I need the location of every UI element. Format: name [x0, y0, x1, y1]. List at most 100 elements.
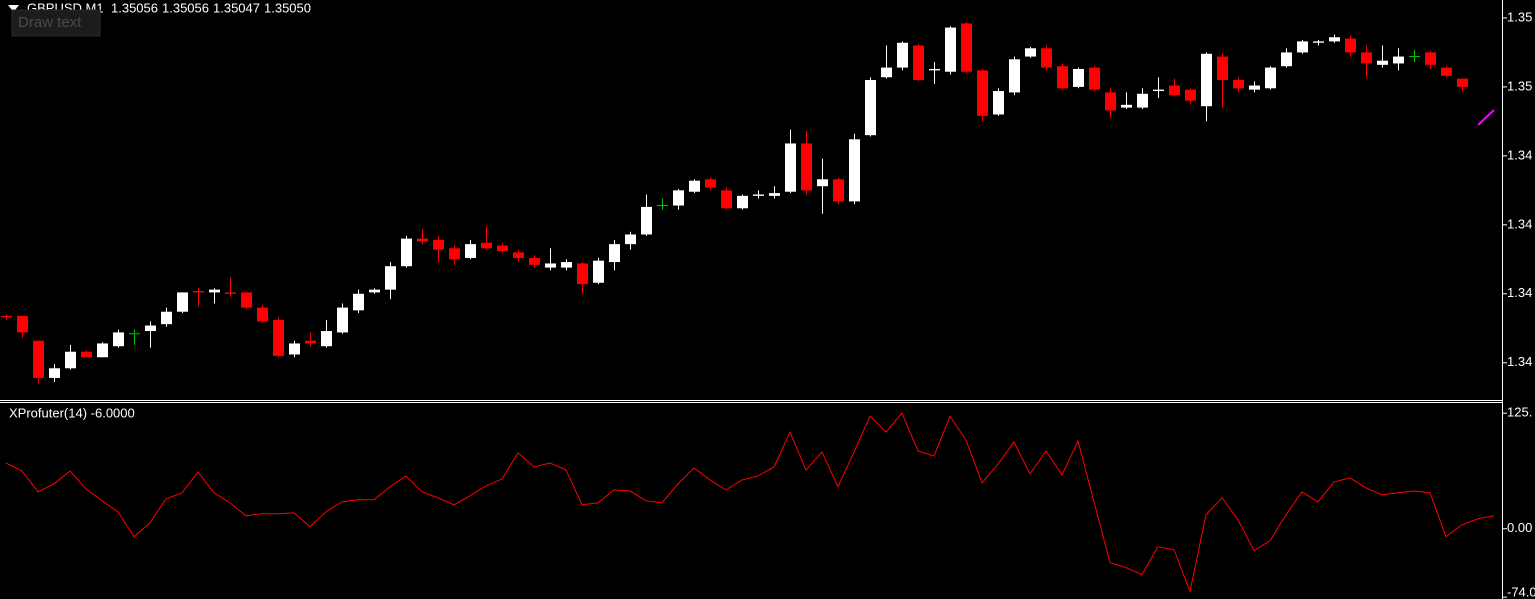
candle-body	[1361, 52, 1372, 64]
candle-body	[81, 351, 92, 358]
draw-text-button[interactable]	[11, 9, 101, 37]
y-tick-label: 0.00	[1507, 520, 1532, 535]
candle-body	[305, 340, 316, 344]
candle-body	[801, 143, 812, 191]
candle-body	[993, 91, 1004, 115]
candle-body	[881, 67, 892, 78]
indicator-line	[5, 412, 1495, 594]
candle-body	[1009, 59, 1020, 93]
candle-body	[1233, 80, 1244, 89]
ohlc-value: 1.35056	[162, 0, 209, 15]
candle-body	[673, 190, 684, 206]
candle-body	[849, 139, 860, 202]
candle-body	[1281, 52, 1292, 67]
candle-body	[961, 23, 972, 72]
candle-body	[769, 193, 780, 196]
candle-body	[193, 291, 204, 293]
candle-body	[1, 315, 12, 318]
candle-body	[33, 340, 44, 378]
candle-body	[593, 260, 604, 283]
candle-body	[257, 307, 268, 322]
candle-body	[625, 234, 636, 245]
candle-body	[1329, 37, 1340, 42]
candle-body	[289, 343, 300, 355]
candle-body	[17, 315, 28, 333]
candle-body	[721, 190, 732, 209]
candle-body	[433, 240, 444, 250]
candle-body	[353, 293, 364, 311]
candle-body	[785, 143, 796, 192]
candle-body	[865, 80, 876, 136]
candle-body	[1217, 56, 1228, 80]
ohlc-value: 1.35050	[264, 0, 311, 15]
candle-body	[1121, 104, 1132, 108]
candle-body	[481, 242, 492, 249]
candle-body	[817, 179, 828, 187]
candle-body	[161, 311, 172, 325]
candle-body	[417, 238, 428, 242]
candle-body	[737, 195, 748, 209]
candle-body	[1265, 67, 1276, 89]
candle-body	[1153, 89, 1164, 92]
candle-body	[401, 238, 412, 267]
candle-body	[1201, 53, 1212, 107]
y-tick-label: 125.	[1507, 405, 1532, 420]
candle-body	[753, 194, 764, 196]
candle-body	[385, 266, 396, 290]
candle-body	[705, 179, 716, 188]
candle-body	[913, 45, 924, 80]
candle-body	[465, 244, 476, 258]
candle-body	[1377, 60, 1388, 65]
candle-body	[337, 307, 348, 333]
candle-body	[1313, 41, 1324, 43]
candle-body	[449, 248, 460, 260]
candle-body	[561, 262, 572, 268]
ohlc-value: 1.35056	[111, 0, 158, 15]
candle-body	[1073, 68, 1084, 87]
candle-body	[241, 292, 252, 308]
candle-body	[145, 325, 156, 332]
candle-body	[1345, 38, 1356, 53]
candle-body	[1393, 56, 1404, 64]
candle-body	[1041, 48, 1052, 68]
candle-body	[49, 368, 60, 378]
ohlc-value: 1.35047	[213, 0, 260, 15]
candle-body	[273, 320, 284, 356]
candle-body	[1089, 67, 1100, 90]
draw-text-label[interactable]: Draw text	[18, 14, 82, 31]
candle-body	[1025, 48, 1036, 57]
candle-body	[577, 263, 588, 285]
candle-body	[225, 292, 236, 294]
y-tick-label: 1.34	[1507, 285, 1532, 300]
candle-body	[641, 206, 652, 235]
candle-body	[1169, 85, 1180, 96]
candle-body	[65, 351, 76, 369]
dropdown-arrow[interactable]	[8, 5, 19, 12]
candle-body	[321, 331, 332, 347]
candle-body	[545, 263, 556, 268]
candle-body	[689, 180, 700, 192]
candle-body	[897, 42, 908, 68]
candle-body	[97, 343, 108, 358]
candle-body	[1425, 52, 1436, 65]
y-tick-label: 1.35	[1507, 78, 1532, 93]
candle-body	[945, 27, 956, 72]
candle-body	[1441, 67, 1452, 76]
candle-body	[1105, 92, 1116, 111]
candle-body	[1137, 93, 1148, 108]
candle-body	[1297, 41, 1308, 53]
candle-body	[1185, 89, 1196, 101]
y-tick-label: 1.34	[1507, 216, 1532, 231]
candle-body	[977, 70, 988, 116]
y-tick-label: 1.34	[1507, 147, 1532, 162]
indicator-title: XProfuter(14) -6.0000	[9, 405, 135, 420]
marker-line	[1477, 109, 1495, 126]
candle-body	[209, 289, 220, 293]
candle-body	[497, 245, 508, 252]
candle-body	[513, 252, 524, 258]
candle-body	[833, 179, 844, 202]
y-tick-label: 1.35	[1507, 9, 1532, 24]
candle-body	[369, 289, 380, 293]
